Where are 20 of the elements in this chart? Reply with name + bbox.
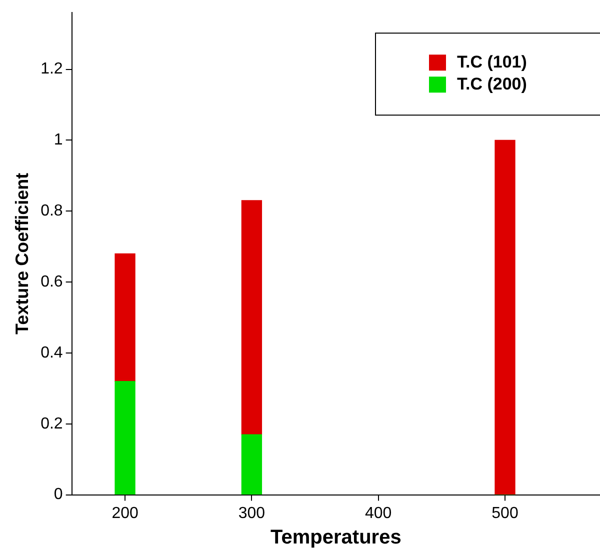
x-tick-label: 300 — [238, 504, 266, 522]
y-tick-label: 1 — [54, 132, 63, 149]
y-tick-label: 1.2 — [40, 60, 63, 78]
y-axis-title: Texture Coefficient — [12, 172, 32, 335]
x-tick-label: 200 — [112, 504, 138, 522]
legend-label: T.C (200) — [457, 74, 527, 94]
bar — [494, 140, 516, 495]
x-axis-title: Temperatures — [270, 526, 402, 549]
bar — [241, 200, 262, 435]
bar — [241, 434, 262, 495]
bar — [114, 381, 136, 495]
x-tick-label: 500 — [492, 504, 518, 522]
bar — [114, 253, 136, 382]
y-tick-label: 0 — [54, 486, 63, 504]
y-tick-label: 0.6 — [40, 273, 63, 290]
y-tick-label: 0.2 — [40, 415, 63, 432]
y-tick-label: 0.8 — [40, 202, 63, 220]
x-tick-label: 400 — [365, 504, 392, 522]
y-tick-label: 0.4 — [40, 344, 63, 362]
legend-label: T.C (101) — [457, 52, 527, 72]
